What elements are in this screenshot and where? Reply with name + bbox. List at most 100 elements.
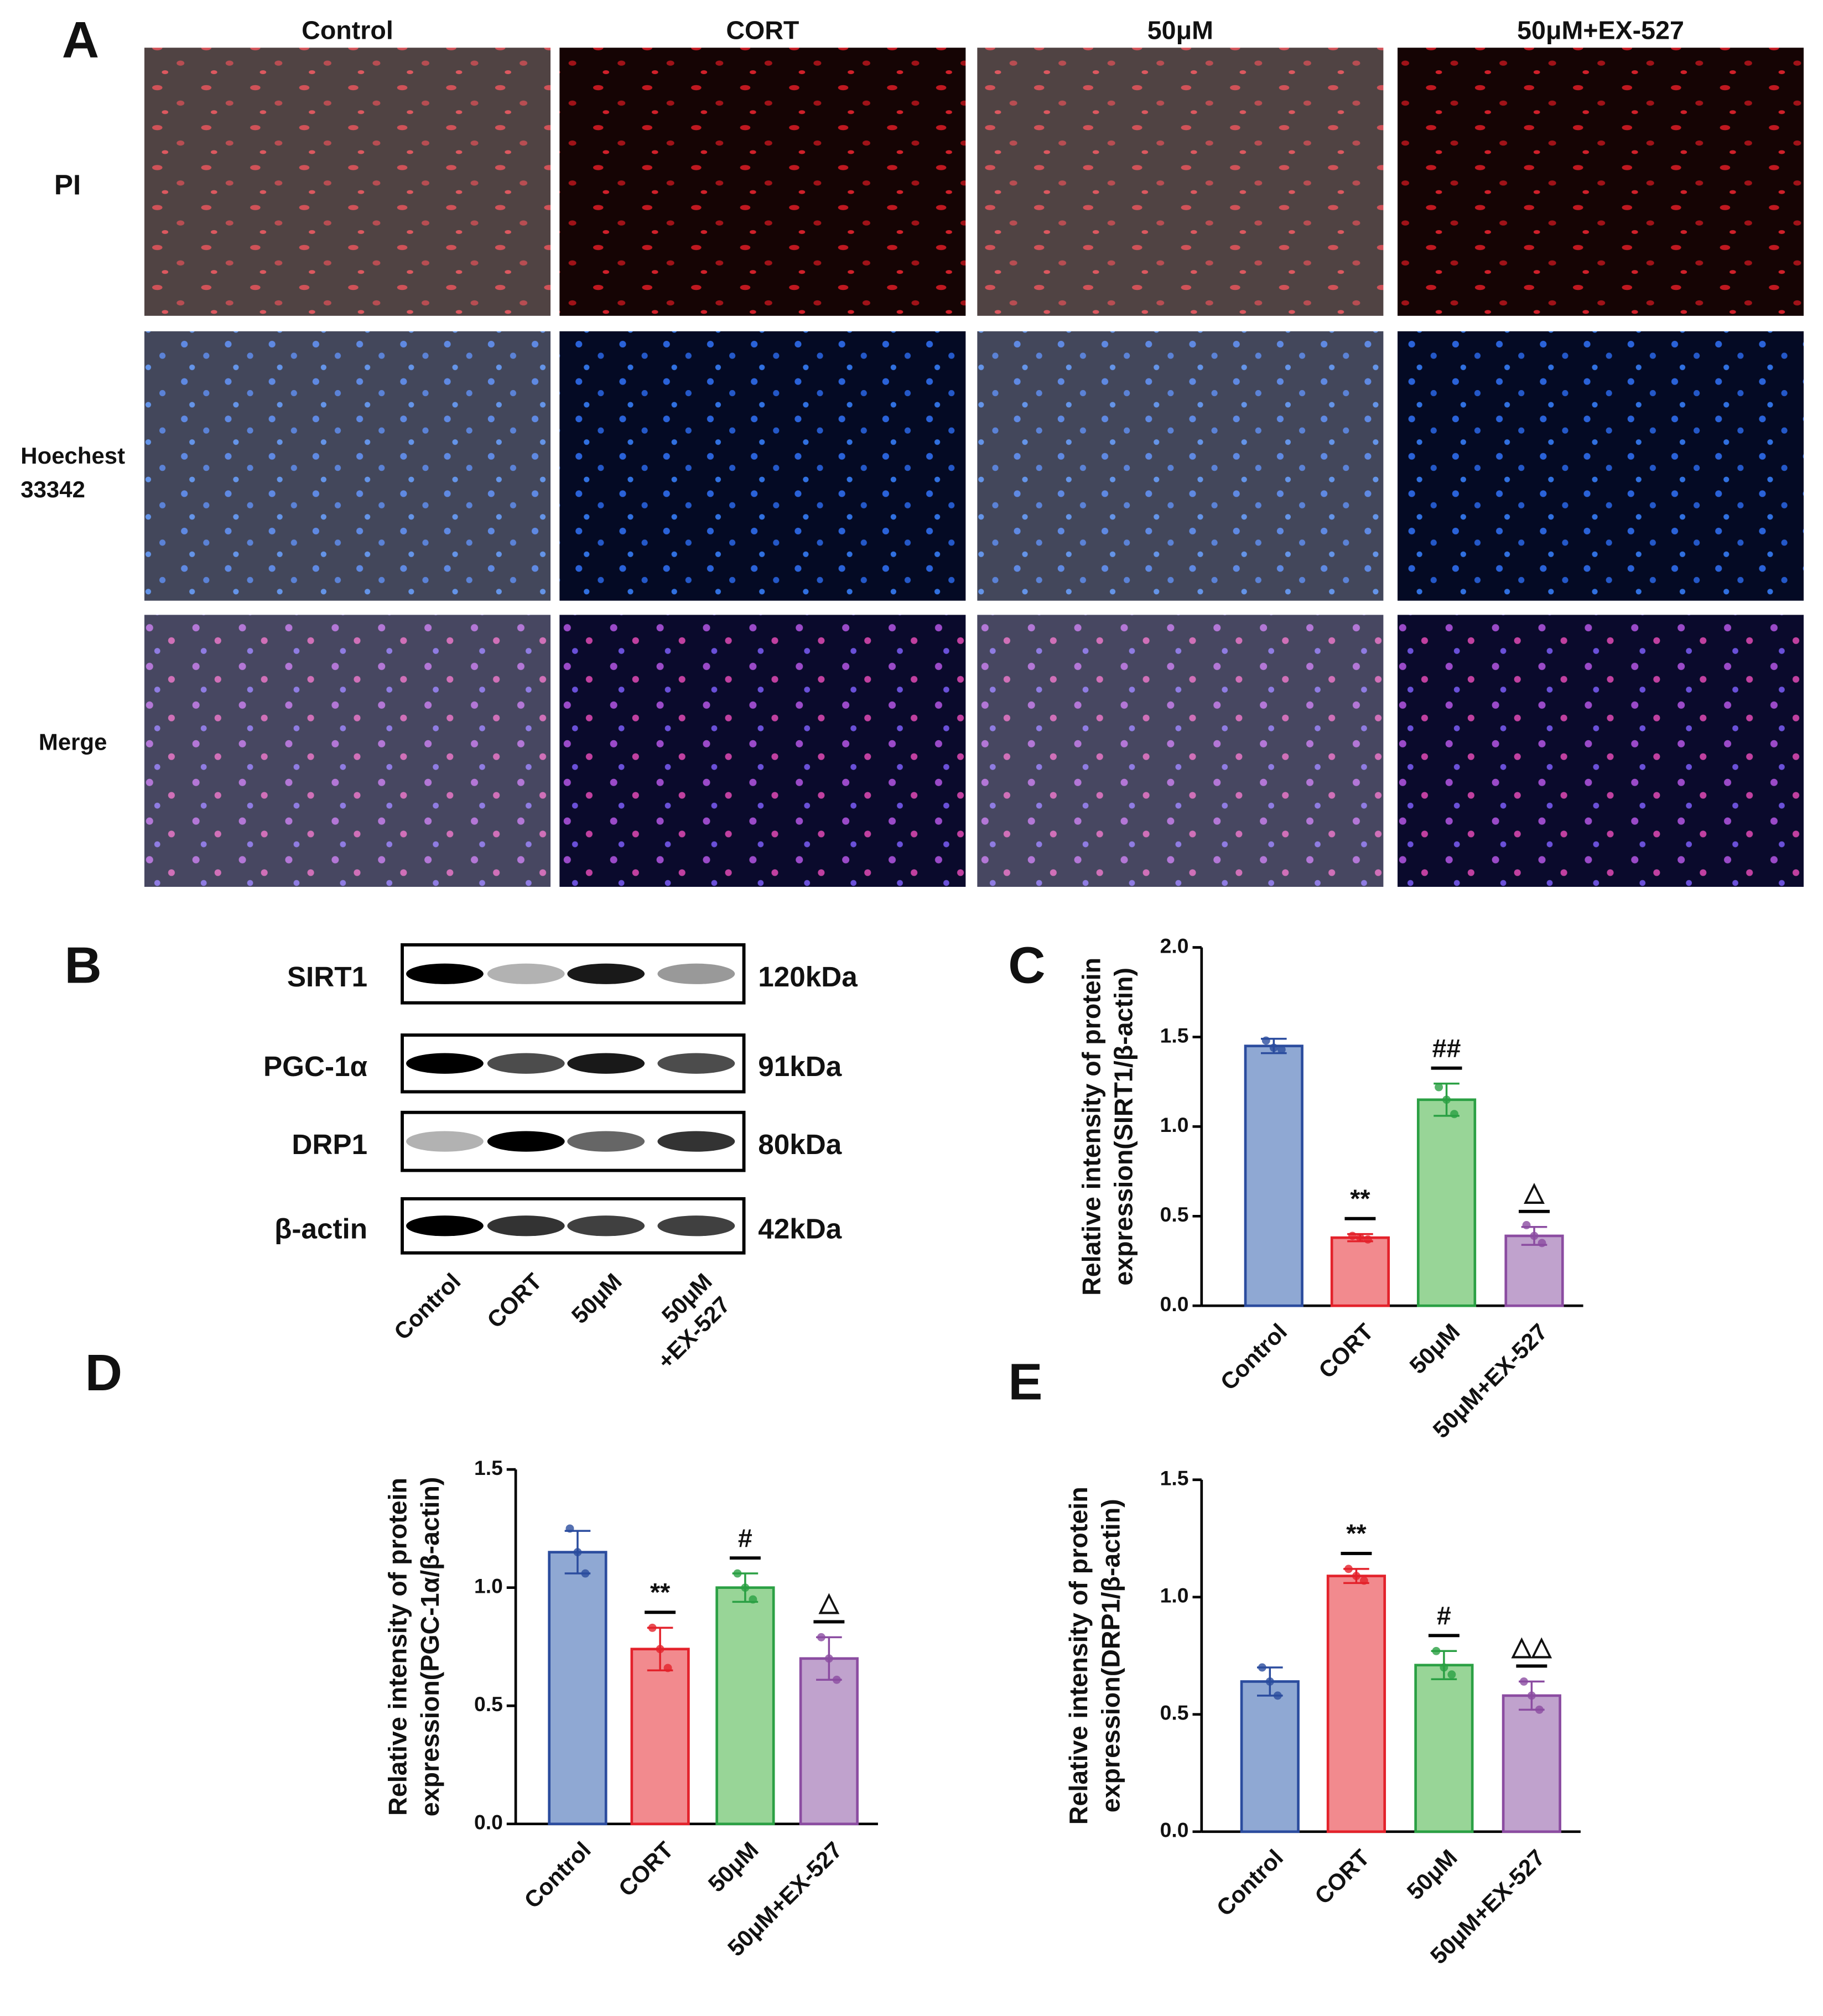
blot-band — [567, 963, 645, 984]
x-tick-label: 50μM — [1404, 1318, 1464, 1379]
significance-label: # — [1437, 1601, 1451, 1630]
bar — [1504, 1234, 1564, 1307]
bar — [799, 1657, 859, 1826]
blot-band — [567, 1131, 645, 1152]
x-tick-label: Control — [1211, 1844, 1288, 1921]
y-tick-label: 0.0 — [1160, 1292, 1189, 1316]
protein-label: DRP1 — [292, 1129, 367, 1160]
data-point — [741, 1583, 750, 1592]
significance-label: # — [738, 1524, 752, 1552]
data-point — [1450, 1110, 1459, 1119]
data-point — [733, 1569, 742, 1578]
column-label: 50μM — [1147, 16, 1213, 45]
bar — [1240, 1680, 1300, 1833]
y-tick-label: 1.0 — [1160, 1113, 1189, 1136]
y-axis-label: expression(SIRT1/β-actin) — [1109, 968, 1138, 1286]
x-tick-label: CORT — [1310, 1844, 1375, 1909]
blot-band — [406, 1215, 484, 1236]
data-point — [648, 1623, 657, 1632]
significance-label: △ — [1523, 1177, 1545, 1206]
column-label: CORT — [726, 16, 799, 45]
y-axis-label: Relative intensity of protein — [1064, 1487, 1093, 1825]
x-tick-label: CORT — [1313, 1318, 1379, 1384]
data-point — [656, 1645, 664, 1654]
micrograph — [144, 615, 551, 887]
micrograph — [1398, 615, 1804, 887]
data-point — [1348, 1232, 1357, 1240]
bar — [1326, 1575, 1386, 1833]
y-tick-label: 0.5 — [1160, 1203, 1189, 1226]
micrograph — [977, 331, 1384, 601]
data-point — [573, 1548, 582, 1557]
bar — [548, 1551, 607, 1826]
data-point — [1363, 1235, 1372, 1244]
y-axis-label: expression(PGC-1α/β-actin) — [416, 1477, 444, 1817]
y-tick-label: 0.0 — [1160, 1818, 1189, 1842]
data-point — [1359, 1576, 1368, 1585]
lane-label: CORT — [482, 1268, 547, 1333]
data-point — [1258, 1663, 1266, 1672]
y-tick-label: 0.0 — [474, 1811, 503, 1834]
micrograph — [1398, 48, 1804, 316]
significance-label: ** — [650, 1578, 671, 1607]
panel-letter: E — [1008, 1353, 1042, 1410]
data-point — [1273, 1691, 1282, 1700]
y-tick-label: 2.0 — [1160, 934, 1189, 957]
row-label: Merge — [39, 729, 107, 755]
row-label: Hoechest — [20, 443, 125, 469]
data-point — [1519, 1677, 1528, 1686]
row-label: PI — [54, 169, 81, 200]
protein-label: PGC-1α — [263, 1051, 367, 1082]
y-axis-label: expression(DRP1/β-actin) — [1096, 1499, 1125, 1812]
y-tick-label: 1.5 — [474, 1456, 503, 1479]
data-point — [1355, 1233, 1364, 1242]
lane-label: 50μM — [567, 1268, 627, 1328]
blot-band — [406, 963, 484, 984]
data-point — [1269, 1043, 1278, 1052]
data-point — [1440, 1663, 1448, 1672]
bar — [630, 1648, 690, 1826]
blot-band — [406, 1053, 484, 1074]
data-point — [1538, 1239, 1546, 1248]
data-point — [1527, 1691, 1536, 1700]
blot-band — [487, 963, 565, 984]
size-label: 42kDa — [758, 1213, 842, 1245]
size-label: 91kDa — [758, 1051, 842, 1082]
x-tick-label: 50μM — [703, 1837, 764, 1897]
micrograph — [1398, 331, 1804, 601]
micrograph — [144, 331, 551, 601]
significance-label: ** — [1346, 1519, 1367, 1548]
y-axis-label: Relative intensity of protein — [1077, 958, 1105, 1296]
y-tick-label: 0.5 — [1160, 1701, 1189, 1724]
y-tick-label: 1.0 — [474, 1575, 503, 1598]
blot-band — [406, 1131, 484, 1152]
data-point — [1265, 1677, 1274, 1686]
x-tick-label: 50μM — [1402, 1844, 1462, 1905]
y-tick-label: 1.0 — [1160, 1584, 1189, 1607]
bar — [1244, 1045, 1303, 1307]
significance-label: △△ — [1511, 1631, 1553, 1660]
blot-band — [487, 1131, 565, 1152]
x-tick-label: CORT — [614, 1836, 679, 1901]
bar — [715, 1586, 775, 1826]
data-point — [1522, 1221, 1531, 1229]
data-point — [817, 1633, 825, 1641]
y-axis-label: Relative intensity of protein — [383, 1478, 412, 1816]
x-tick-label: Control — [519, 1837, 596, 1914]
significance-label: ** — [1350, 1184, 1370, 1213]
protein-label: β-actin — [274, 1213, 367, 1245]
size-label: 120kDa — [758, 961, 858, 993]
column-label: 50μM+EX-527 — [1517, 16, 1684, 45]
y-tick-label: 0.5 — [474, 1692, 503, 1716]
data-point — [663, 1664, 672, 1672]
data-point — [824, 1654, 833, 1663]
blot-band — [487, 1053, 565, 1074]
y-tick-label: 1.5 — [1160, 1467, 1189, 1490]
micrograph — [977, 615, 1384, 887]
micrograph — [559, 615, 966, 887]
panel-letter: A — [62, 11, 99, 69]
y-tick-label: 1.5 — [1160, 1023, 1189, 1047]
micrograph — [144, 48, 551, 316]
